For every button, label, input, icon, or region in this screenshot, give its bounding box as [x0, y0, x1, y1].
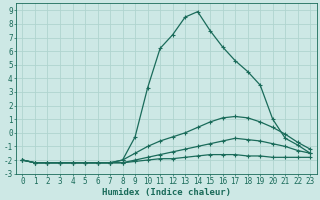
X-axis label: Humidex (Indice chaleur): Humidex (Indice chaleur) — [102, 188, 231, 197]
